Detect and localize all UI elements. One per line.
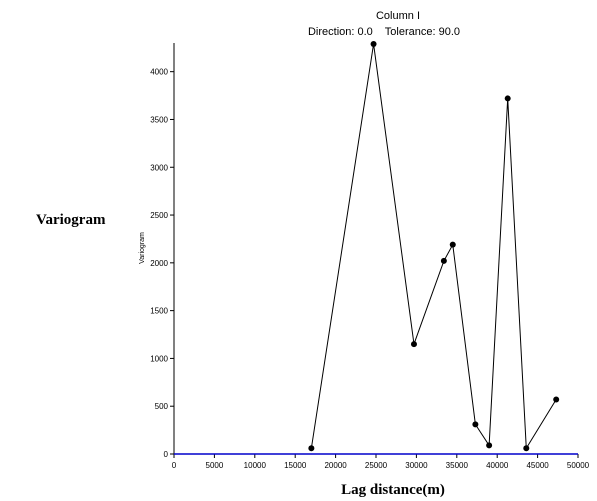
variogram-point xyxy=(472,421,479,428)
y-tick-label: 2000 xyxy=(150,259,168,268)
y-tick-label: 3500 xyxy=(150,115,168,124)
x-tick-label: 15000 xyxy=(284,461,307,470)
x-tick-label: 25000 xyxy=(365,461,388,470)
variogram-point xyxy=(449,241,456,248)
variogram-point xyxy=(440,257,447,264)
y-tick-label: 2500 xyxy=(150,211,168,220)
chart-title: Column I xyxy=(376,10,420,22)
x-tick-label: 30000 xyxy=(405,461,428,470)
x-tick-label: 20000 xyxy=(324,461,347,470)
x-ticks: 0 5000 10000 15000 20000 25000 30000 35000 40000… xyxy=(172,454,590,470)
x-tick-label: 5000 xyxy=(206,461,224,470)
variogram-point xyxy=(523,445,530,452)
y-tick-label: 500 xyxy=(155,402,169,411)
x-tick-label: 50000 xyxy=(567,461,590,470)
x-axis-label: Lag distance(m) xyxy=(341,482,445,498)
variogram-point xyxy=(410,341,417,348)
x-tick-label: 40000 xyxy=(486,461,509,470)
x-tick-label: 45000 xyxy=(526,461,549,470)
variogram-point xyxy=(504,95,511,102)
chart-subtitle: Direction: 0.0 Tolerance: 90.0 xyxy=(308,26,460,38)
y-tick-label: 4000 xyxy=(150,68,168,77)
variogram-point xyxy=(486,442,493,449)
y-axis-label: Variogram xyxy=(139,232,146,264)
variogram-point xyxy=(370,40,377,47)
y-ticks: 0 500 1000 1500 2000 2500 3000 3500 4000 xyxy=(150,68,174,459)
y-tick-label: 1500 xyxy=(150,307,168,316)
side-variogram-label: Variogram xyxy=(36,212,106,228)
x-tick-label: 10000 xyxy=(244,461,267,470)
y-tick-label: 3000 xyxy=(150,163,168,172)
y-tick-label: 1000 xyxy=(150,354,168,363)
variogram-series-line xyxy=(310,43,557,450)
plot-marks xyxy=(174,40,578,455)
variogram-point xyxy=(553,396,560,403)
variogram-point xyxy=(308,445,315,452)
x-tick-label: 0 xyxy=(172,461,177,470)
x-tick-label: 35000 xyxy=(446,461,469,470)
y-tick-label: 0 xyxy=(164,450,169,459)
